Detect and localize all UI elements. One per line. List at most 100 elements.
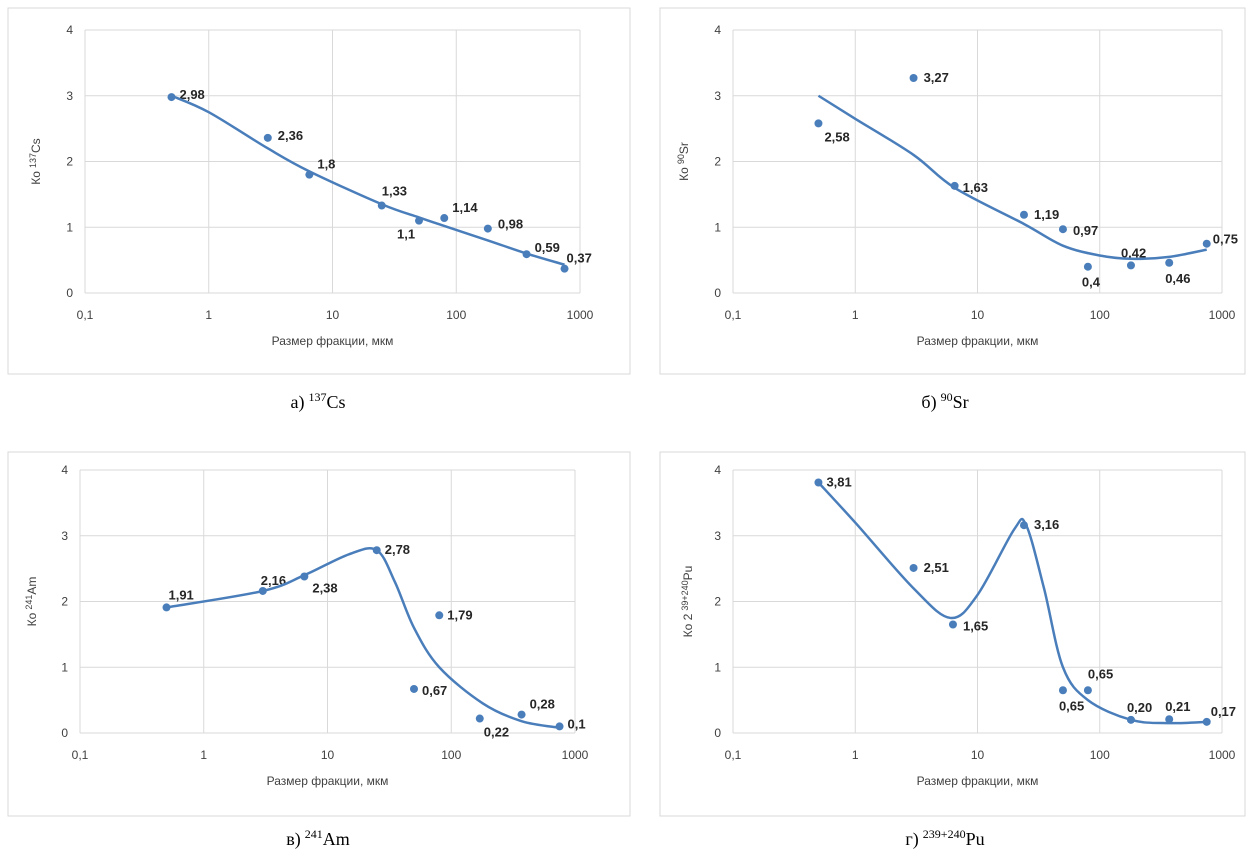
value-label: 3,27 [924, 70, 949, 85]
x-tick-label: 10 [326, 308, 340, 322]
value-label: 0,46 [1165, 271, 1190, 286]
y-tick-label: 0 [66, 286, 73, 300]
value-label: 0,17 [1211, 704, 1236, 719]
value-label: 1,1 [397, 227, 415, 242]
y-title-text: Pu [681, 566, 695, 581]
y-title-sup: 137 [28, 153, 38, 168]
value-label: 2,38 [312, 581, 337, 596]
value-label: 0,37 [567, 251, 592, 266]
chart-frame [659, 451, 1246, 817]
point [1083, 262, 1092, 271]
value-label: 0,4 [1082, 275, 1101, 290]
value-label: 0,98 [498, 217, 523, 232]
point [1165, 258, 1174, 267]
y-axis-title: Ко 137Cs [28, 138, 43, 184]
point [483, 224, 492, 233]
y-tick-label: 2 [714, 595, 721, 609]
x-axis-title: Размер фракции, мкм [267, 774, 389, 788]
y-tick-label: 3 [714, 529, 721, 543]
y-title-sup: 90 [676, 154, 686, 164]
value-label: 1,8 [317, 157, 335, 172]
point [814, 119, 823, 128]
caption-text: Sr [953, 392, 969, 412]
y-tick-label: 1 [714, 220, 721, 234]
value-label: 0,65 [1088, 666, 1113, 681]
point [948, 620, 957, 629]
trend-line [166, 547, 560, 729]
y-tick-label: 2 [61, 595, 68, 609]
x-tick-label: 1000 [567, 308, 594, 322]
y-title-sup: 39+240 [680, 580, 690, 610]
value-label: 0,67 [422, 683, 447, 698]
value-label: 2,36 [278, 128, 303, 143]
x-axis-title: Размер фракции, мкм [917, 334, 1039, 348]
y-tick-label: 0 [61, 726, 68, 740]
y-tick-label: 0 [714, 726, 721, 740]
value-label: 0,28 [530, 697, 555, 712]
point [475, 714, 484, 723]
x-tick-label: 100 [1090, 308, 1110, 322]
y-tick-label: 3 [66, 89, 73, 103]
y-title-text: Cs [29, 138, 43, 153]
value-label: 3,81 [826, 474, 851, 489]
value-label: 1,14 [452, 200, 478, 215]
value-label: 1,33 [382, 184, 407, 199]
point [440, 214, 449, 223]
trend-line [170, 94, 565, 266]
caption-prefix: г) [905, 829, 918, 850]
x-axis-title: Размер фракции, мкм [272, 334, 394, 348]
caption-sup: 137 [308, 390, 326, 404]
chart-frame [7, 451, 631, 817]
chart-frame [659, 7, 1246, 375]
point [1126, 261, 1135, 270]
point [1083, 686, 1092, 695]
x-tick-label: 100 [1090, 748, 1110, 762]
x-tick-label: 1 [852, 308, 859, 322]
caption: б) 90Sr [921, 390, 968, 413]
value-label: 0,75 [1213, 232, 1238, 247]
y-title-prefix: Ко [25, 612, 39, 626]
value-label: 1,63 [963, 180, 988, 195]
x-tick-label: 1000 [1209, 748, 1236, 762]
y-axis-title: Ко 2 39+240Pu [680, 566, 695, 638]
x-tick-label: 10 [971, 308, 985, 322]
trend-line [817, 481, 1207, 725]
caption-sup: 90 [941, 390, 953, 404]
value-label: 0,42 [1121, 245, 1146, 260]
chart-frame [7, 7, 631, 375]
point [909, 73, 918, 82]
x-tick-label: 0,1 [77, 308, 94, 322]
x-tick-label: 0,1 [725, 748, 742, 762]
y-axis-title: Ко 90Sr [676, 142, 691, 181]
y-title-prefix: Ко [29, 171, 43, 185]
y-title-prefix: Ко [677, 167, 691, 181]
y-title-text: Am [25, 577, 39, 595]
x-tick-label: 1 [852, 748, 859, 762]
point [517, 710, 526, 719]
point [1165, 715, 1174, 724]
y-title-sup: 241 [24, 595, 34, 610]
x-tick-label: 0,1 [72, 748, 89, 762]
y-tick-label: 1 [66, 220, 73, 234]
y-tick-label: 4 [61, 463, 68, 477]
value-label: 1,91 [168, 587, 193, 602]
x-tick-label: 1 [200, 748, 207, 762]
value-label: 0,1 [568, 716, 586, 731]
x-tick-label: 10 [971, 748, 985, 762]
y-tick-label: 3 [714, 89, 721, 103]
x-tick-label: 100 [441, 748, 461, 762]
caption-prefix: б) [921, 392, 936, 413]
x-tick-label: 0,1 [725, 308, 742, 322]
y-tick-label: 1 [714, 660, 721, 674]
point [1202, 239, 1211, 248]
y-tick-label: 1 [61, 660, 68, 674]
value-label: 1,19 [1034, 207, 1059, 222]
point [1058, 686, 1067, 695]
value-label: 2,98 [179, 87, 204, 102]
point [409, 684, 418, 693]
y-title-prefix: Ко 2 [681, 613, 695, 637]
value-label: 2,78 [385, 542, 410, 557]
caption-sup: 239+240 [923, 827, 966, 841]
caption-text: Pu [966, 829, 985, 849]
value-label: 2,51 [924, 560, 949, 575]
